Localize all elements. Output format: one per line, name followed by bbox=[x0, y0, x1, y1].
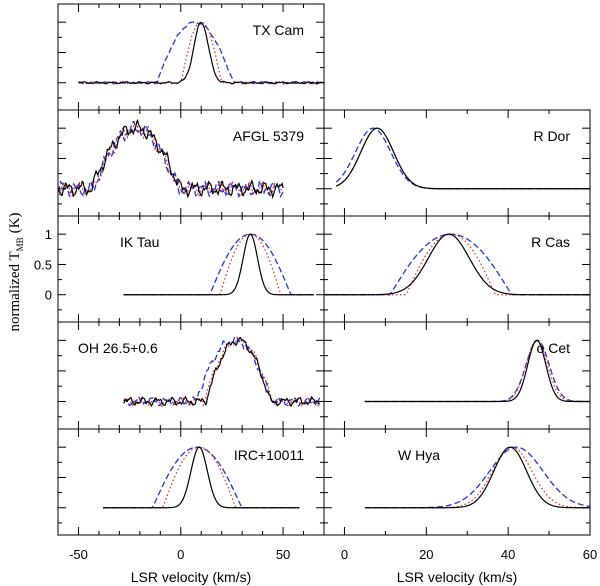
y-tick-label: 0 bbox=[45, 288, 52, 303]
y-axis-title-main: normalized T bbox=[7, 251, 23, 331]
x-axis-title-right: LSR velocity (km/s) bbox=[397, 569, 518, 585]
spectrum-solid-3 bbox=[123, 233, 314, 296]
panel-frame-7 bbox=[57, 428, 325, 536]
panel-label: IK Tau bbox=[120, 234, 159, 250]
spectrum-dashed-5 bbox=[123, 336, 321, 408]
y-axis-title-unit: (K) bbox=[7, 213, 23, 234]
x-tick-label: 50 bbox=[276, 547, 290, 562]
y-axis-title: normalized TMB (K) bbox=[7, 213, 25, 332]
panel-label: R Dor bbox=[533, 128, 570, 144]
spectrum-solid-4 bbox=[324, 233, 590, 296]
panel-frame-6 bbox=[323, 321, 591, 430]
spectrum-dotted-0 bbox=[78, 22, 324, 85]
x-tick-label: 0 bbox=[341, 547, 348, 562]
panel-label: IRC+10011 bbox=[234, 447, 304, 463]
panel-label: W Hya bbox=[398, 447, 440, 463]
spectrum-solid-7 bbox=[103, 446, 300, 509]
spectrum-dashed-0 bbox=[78, 20, 324, 85]
panel-plots bbox=[58, 20, 590, 509]
x-tick-label: -50 bbox=[69, 547, 88, 562]
y-tick-label: 0.5 bbox=[34, 257, 52, 272]
panel-labels: TX Cam AFGL 5379 R Dor 0 0.5 1 IK Tau R Cas OH 2… bbox=[34, 22, 597, 562]
spectrum-solid-8 bbox=[364, 446, 590, 509]
spectrum-solid-2 bbox=[336, 127, 590, 190]
panel-label: TX Cam bbox=[253, 22, 304, 38]
panel-frame-3 bbox=[57, 215, 325, 323]
panel-frame-0 bbox=[57, 3, 325, 111]
panel-label: R Cas bbox=[531, 234, 570, 250]
spectrum-solid-1 bbox=[58, 119, 284, 200]
panel-frame-2 bbox=[323, 109, 591, 217]
panel-label: AFGL 5379 bbox=[233, 128, 304, 144]
axes-ticks bbox=[58, 4, 591, 535]
spectrum-dotted-8 bbox=[364, 446, 590, 509]
panel-frames bbox=[57, 3, 591, 536]
spectrum-solid-6 bbox=[364, 339, 590, 403]
spectrum-dotted-5 bbox=[123, 335, 321, 408]
y-tick-label: 1 bbox=[45, 227, 52, 242]
x-tick-label: 60 bbox=[583, 547, 597, 562]
spectrum-solid-0 bbox=[78, 21, 324, 85]
x-axis-title-left: LSR velocity (km/s) bbox=[131, 569, 252, 585]
spectrum-solid-5 bbox=[123, 336, 321, 408]
panel-label: o Cet bbox=[537, 340, 571, 356]
panel-frame-5 bbox=[57, 321, 325, 430]
x-tick-label: 40 bbox=[501, 547, 515, 562]
y-axis-title-subscript: MB bbox=[15, 237, 25, 251]
panel-frame-1 bbox=[57, 109, 325, 217]
x-tick-label: 20 bbox=[419, 547, 433, 562]
spectrum-dotted-1 bbox=[58, 120, 284, 199]
panel-label: OH 26.5+0.6 bbox=[78, 340, 158, 356]
panel-frame-4 bbox=[323, 215, 591, 323]
x-tick-label: 0 bbox=[177, 547, 184, 562]
panel-frame-8 bbox=[323, 428, 591, 536]
